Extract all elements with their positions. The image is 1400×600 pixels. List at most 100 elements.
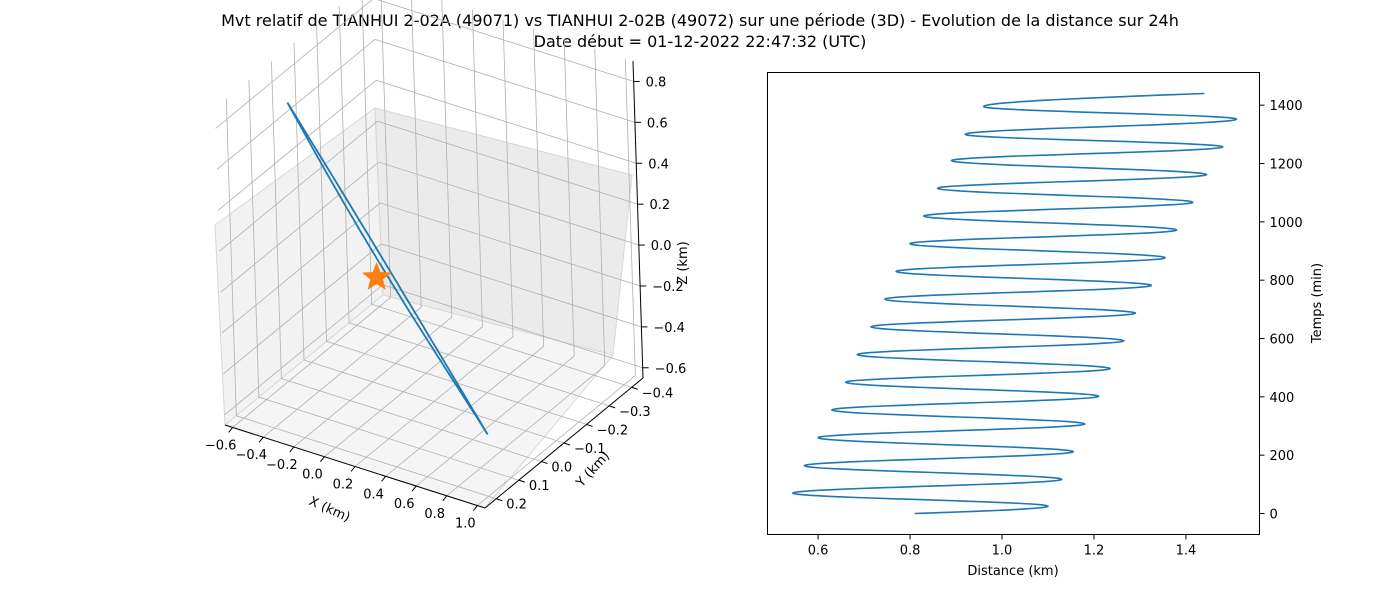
x-tick-mark-3d [228,427,234,433]
x-tick-mark-3d [258,436,264,443]
x-tick-label-3d: 0.4 [363,487,384,502]
grid-x-wall [441,0,453,317]
distance-vs-time-plot: 0.6 0.8 1.0 1.2 1.4 0 200 400 600 800 1000 1200 1400… [767,72,1325,579]
grid-z-wall-y [379,202,641,287]
grid-3d [215,0,643,506]
grid-z-wall-x [215,0,373,129]
x-tick-label-3d: −0.4 [235,448,267,463]
grid-z-wall-x [223,243,382,375]
x-axis-label: Distance (km) [967,564,1058,579]
y-tick-mark-3d [496,498,503,502]
grid-y-floor [236,415,497,500]
grid-y-wall [361,0,373,305]
z-tick-label-3d: −0.6 [655,362,687,377]
grid-x-wall [472,9,483,327]
x-axis-label-3d: X (km) [307,494,353,525]
grid-y-wall [271,61,282,379]
grid-x-wall [411,0,422,308]
grid-z-wall-x [216,39,376,170]
y-tick-mark-3d [541,461,548,465]
plot-frame [767,72,1260,535]
x-tick-mark-3d [442,495,448,502]
grid-z-wall-x [220,161,380,293]
y-tick-mark-3d [518,479,526,483]
x-tick-label: 1.4 [1176,544,1197,559]
grid-z-wall-x [221,202,381,334]
x-tick-mark-3d [411,485,417,492]
x-tick-label-3d: 0.2 [333,478,354,493]
distance-series-line [792,92,1238,515]
grid-y-floor [258,396,519,481]
grid-z-wall-x [217,79,377,211]
x-axis-line-3d [224,424,486,509]
z-axis-line-3d [632,60,644,379]
grid-y-floor [371,303,632,388]
grid-x-wall [502,19,514,337]
trajectory-3d-plot: −0.6−0.4−0.20.00.20.40.60.81.0−0.4−0.3−0… [205,0,691,532]
x-tick-label-3d: 0.8 [424,507,445,522]
y-tick-label-3d: −0.4 [642,386,674,401]
y-tick-label: 1400 [1270,99,1303,114]
x-tick-label: 0.8 [900,544,921,559]
y-tick-label: 1000 [1270,216,1303,231]
grid-y-wall [338,5,350,323]
x-tick-mark-3d [472,505,478,511]
grid-z-wall-y [377,0,634,82]
grid-z-wall-x [219,120,378,252]
z-tick-label-3d: 0.0 [651,239,672,254]
y-tick-mark-3d [631,386,638,390]
x-tick-label: 0.6 [808,544,829,559]
trajectory-3d [286,102,489,435]
figure-title-line2: Date début = 01-12-2022 22:47:32 (UTC) [534,32,867,51]
z-axis-label-3d: Z (km) [676,241,691,284]
x-tick-mark-3d [350,466,356,472]
grid-z-wall-y [376,79,637,164]
y-axis-line-3d [484,377,644,509]
grid-y-wall [293,42,305,361]
x-tick-label-3d: 0.6 [394,497,415,512]
y-tick-mark-3d [563,442,571,446]
grid-x-wall [380,0,392,298]
grid-z-wall-y [382,284,643,369]
grid-y-floor [303,359,565,444]
origin-star-marker [361,262,392,290]
grid-x-wall [563,39,575,357]
grid-z-wall-x [224,284,383,416]
y-tick-label-3d: −0.2 [597,423,629,438]
x-tick-label: 1.2 [1084,544,1105,559]
x-tick-label: 1.0 [992,544,1013,559]
y-tick-label-3d: 0.2 [506,498,527,513]
y-tick-label: 0 [1270,508,1278,523]
ticks-3d: −0.6−0.4−0.20.00.20.40.60.81.0−0.4−0.3−0… [205,60,687,532]
grid-y-wall [225,98,237,416]
grid-z-wall-y [378,161,639,246]
trajectory-3d-line [286,102,489,435]
grid-z-wall-y [377,120,638,205]
grid-y-wall [248,80,260,398]
y-axis-label: Temps (min) [1310,263,1325,344]
x-tick-mark-3d [381,475,386,482]
y-tick-label: 600 [1270,333,1295,348]
y-tick-mark-3d [586,423,593,427]
y-tick-label-3d: −0.1 [574,442,606,457]
grid-z-wall-y [374,38,636,123]
y-tick-label: 800 [1270,274,1295,289]
x-tick-mark-3d [289,446,295,453]
grid-y-floor [349,322,610,407]
y-tick-label: 400 [1270,391,1295,406]
y-tick-mark-3d [608,405,616,409]
ticks-2d: 0.6 0.8 1.0 1.2 1.4 0 200 400 600 800 1000 1200 1400 [808,99,1303,558]
y-tick-label-3d: 0.0 [551,461,572,476]
z-tick-label-3d: 0.8 [646,75,667,90]
y-tick-label-3d: −0.3 [619,405,651,420]
y-tick-label-3d: 0.1 [529,479,550,494]
grid-y-floor [281,378,542,462]
grid-z-wall-y [381,243,642,328]
x-tick-label-3d: 1.0 [455,517,476,532]
x-tick-label-3d: −0.6 [205,438,237,453]
grid-y-wall [316,24,327,342]
z-tick-label-3d: 0.2 [650,198,671,213]
trajectory-3d-line [286,102,489,435]
z-tick-label-3d: −0.4 [653,321,685,336]
grid-x-wall [594,48,606,366]
